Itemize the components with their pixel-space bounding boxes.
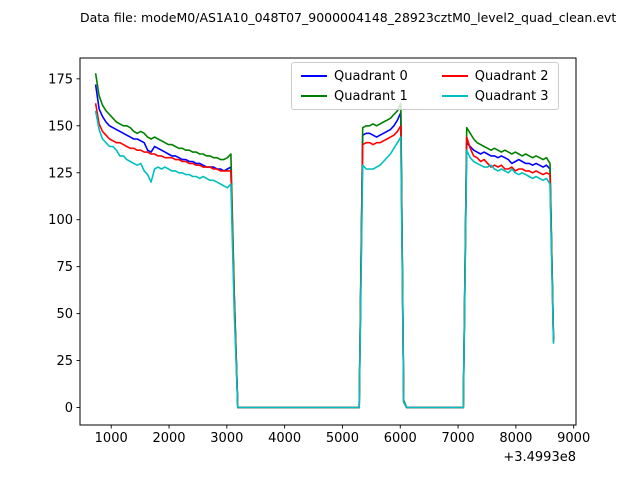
legend-swatch-quadrant-3 <box>441 95 468 97</box>
legend-label-quadrant-1: Quadrant 1 <box>334 88 408 104</box>
x-tick-label: 8000 <box>499 431 532 446</box>
y-tick-label: 125 <box>48 166 73 181</box>
x-tick-label: 2000 <box>152 431 185 446</box>
x-tick-label: 5000 <box>326 431 359 446</box>
x-tick-label: 4000 <box>268 431 301 446</box>
legend-item-quadrant-2: Quadrant 2 <box>441 67 549 85</box>
series-line-quadrant-3 <box>94 110 555 409</box>
y-tick-label: 25 <box>56 354 73 369</box>
y-tick-label: 75 <box>56 260 73 275</box>
y-tick-label: 150 <box>48 119 73 134</box>
x-tick-label: 1000 <box>95 431 128 446</box>
legend-item-quadrant-0: Quadrant 0 <box>301 67 408 85</box>
legend-label-quadrant-2: Quadrant 2 <box>474 68 549 84</box>
x-tick-label: 6000 <box>384 431 417 446</box>
x-tick-label: 7000 <box>442 431 475 446</box>
y-tick-label: 100 <box>48 213 73 228</box>
y-tick-label: 0 <box>65 401 73 416</box>
legend-swatch-quadrant-2 <box>441 75 468 77</box>
legend-swatch-quadrant-0 <box>301 75 327 77</box>
chart-title: Data file: modeM0/AS1A10_048T07_90000041… <box>80 10 617 25</box>
legend-item-quadrant-3: Quadrant 3 <box>441 87 549 105</box>
x-tick-label: 9000 <box>557 431 590 446</box>
plot-area <box>80 58 576 425</box>
x-axis-offset-label: +3.4993e8 <box>503 450 576 465</box>
x-tick-label: 3000 <box>210 431 243 446</box>
legend-item-quadrant-1: Quadrant 1 <box>301 87 408 105</box>
y-tick-label: 50 <box>56 307 73 322</box>
legend-label-quadrant-3: Quadrant 3 <box>474 88 549 104</box>
y-tick-label: 175 <box>48 72 73 87</box>
axes-frame <box>79 57 577 426</box>
legend-swatch-quadrant-1 <box>301 95 327 97</box>
legend: Quadrant 0 Quadrant 2 Quadrant 1 Quadran… <box>291 62 559 110</box>
legend-label-quadrant-0: Quadrant 0 <box>334 68 408 84</box>
